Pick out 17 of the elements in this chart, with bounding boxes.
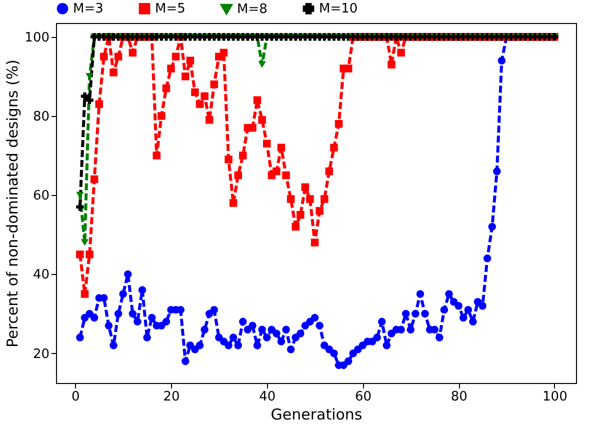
legend-label: M=5: [155, 2, 186, 17]
legend-label: M=3: [73, 2, 104, 17]
x-tick-label: 80: [450, 390, 468, 404]
legend-label: M=8: [237, 2, 268, 17]
x-tick-label: 0: [72, 390, 80, 404]
x-tick-label: 60: [354, 390, 372, 404]
x-tick-label: 100: [542, 390, 568, 404]
y-tick-label: 80: [32, 109, 50, 124]
legend-label: M=10: [319, 2, 358, 17]
y-tick-label: 40: [32, 268, 50, 283]
y-tick-label: 100: [24, 30, 50, 46]
x-axis-title: Generations: [270, 406, 362, 424]
x-tick-label: 20: [163, 390, 180, 404]
y-axis-title: Percent of non-dominated designs (%): [4, 60, 22, 348]
y-tick-label: 60: [32, 188, 50, 204]
x-tick-label: 40: [259, 390, 276, 404]
y-tick-label: 20: [32, 346, 50, 362]
